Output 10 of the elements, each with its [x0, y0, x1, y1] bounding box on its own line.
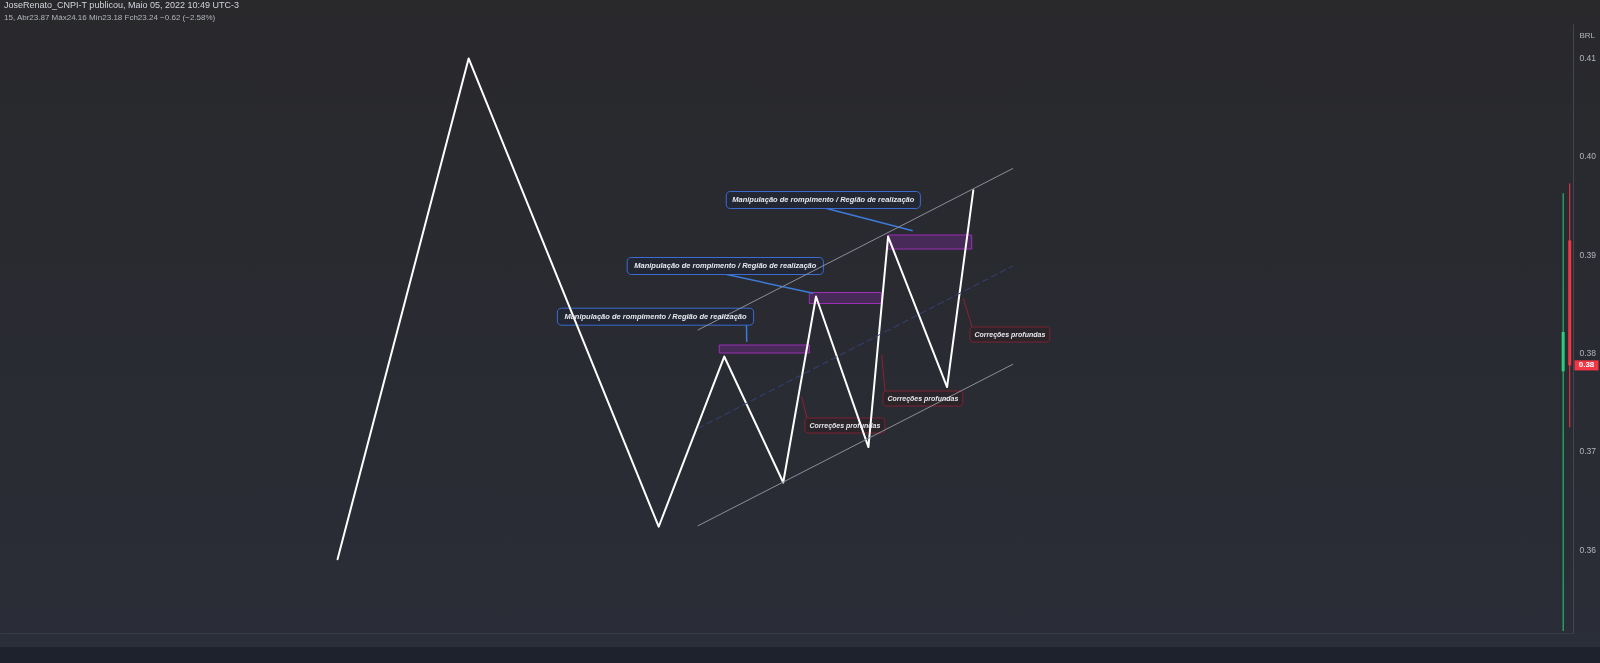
chart-subtitle: 15, Abr23.87 Máx24.16 Mín23.18 Fch23.24 −0.62 (−2.58%) [4, 13, 216, 22]
y-tick-label: 0.40 [1579, 151, 1597, 162]
line-series [336, 57, 975, 561]
y-tick-label: 0.41 [1579, 52, 1597, 63]
chart-title: JoseRenato_CNPI-T publicou, Maio 05, 2022 10:49 UTC-3 [4, 0, 239, 10]
y-tick-label: 0.39 [1579, 249, 1597, 260]
y-axis-title: BRL [1579, 30, 1596, 40]
y-tick-label: 0.36 [1579, 544, 1597, 555]
y-tick-label: 0.38 [1579, 348, 1597, 359]
y-tick-label: 0.37 [1579, 446, 1597, 457]
